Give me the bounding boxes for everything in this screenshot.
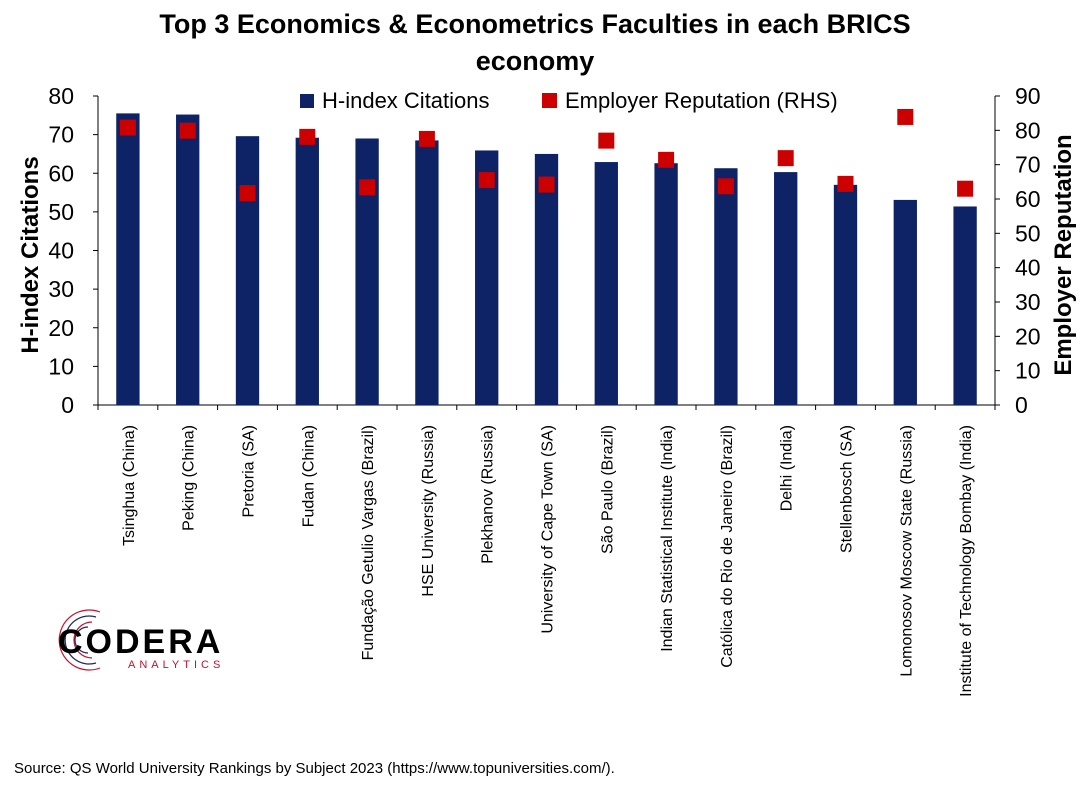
x-tick-label: Peking (China) (181, 425, 198, 531)
y-tick-label-left: 60 (48, 160, 74, 186)
marker (538, 176, 555, 193)
marker (418, 130, 435, 147)
y-tick-label-right: 40 (1015, 255, 1041, 281)
x-tick-label: HSE University (Russia) (420, 425, 437, 597)
y-tick-label-left: 70 (48, 122, 74, 148)
bar (893, 199, 917, 405)
y-tick-label-left: 80 (48, 83, 74, 109)
y-tick-label-right: 50 (1015, 220, 1041, 246)
y-tick-label-right: 0 (1015, 392, 1028, 418)
x-tick-label: Católica do Rio de Janeiro (Brazil) (719, 425, 736, 668)
bar (355, 138, 379, 406)
marker (957, 180, 974, 197)
x-tick-label: Lomonosov Moscow State (Russia) (898, 425, 915, 677)
bar (295, 137, 319, 405)
bar (116, 113, 140, 405)
marker (837, 175, 854, 192)
bar (833, 184, 858, 405)
y-axis-title-left: H-index Citations (17, 156, 44, 353)
marker (179, 122, 196, 139)
bar (176, 114, 200, 405)
source-note: Source: QS World University Rankings by … (14, 760, 615, 777)
marker (359, 179, 376, 196)
marker (777, 150, 794, 167)
y-tick-label-right: 70 (1015, 152, 1041, 178)
plot-area: 0 10 20 30 40 50 60 70 80 0 10 20 30 40 50 60 70 80 90 Tsin… (48, 83, 1040, 697)
marker (717, 178, 734, 195)
legend-label-bar: H-index Citations (322, 88, 490, 113)
y-tick-label-right: 20 (1015, 323, 1041, 349)
logo-mark-icon (58, 609, 101, 671)
y-tick-label-left: 20 (48, 315, 74, 341)
x-tick-label: Fundação Getulio Vargas (Brazil) (360, 425, 377, 660)
y-tick-label-right: 90 (1015, 83, 1041, 109)
chart-title-line1: Top 3 Economics & Econometrics Faculties… (159, 9, 910, 39)
x-tick-label: Plekhanov (Russia) (480, 425, 497, 564)
y-axis-title-right: Employer Reputation (1050, 134, 1077, 375)
y-tick-label-right: 60 (1015, 186, 1041, 212)
marker (478, 172, 495, 189)
bar (654, 163, 678, 405)
bar (415, 140, 439, 405)
bar (235, 136, 260, 406)
bar (953, 206, 977, 405)
logo-wordmark: CODERA (58, 623, 223, 661)
marker (119, 119, 136, 136)
bar (714, 168, 738, 405)
y-tick-label-left: 30 (48, 276, 74, 302)
bar (534, 153, 559, 405)
logo-subtitle: ANALYTICS (128, 659, 224, 671)
x-tick-label: University of Cape Town (SA) (540, 425, 557, 634)
bar (774, 172, 798, 405)
x-tick-label: Indian Statistical Institute (India) (659, 425, 676, 652)
marker (897, 108, 914, 125)
marker (658, 151, 675, 168)
legend-label-marker: Employer Reputation (RHS) (565, 88, 838, 113)
y-tick-label-left: 0 (61, 392, 74, 418)
marker (239, 185, 256, 202)
y-tick-label-left: 10 (48, 353, 74, 379)
bar (594, 162, 618, 405)
x-tick-label: Pretoria (SA) (241, 425, 258, 517)
y-tick-label-left: 50 (48, 199, 74, 225)
chart-title-line2: economy (476, 46, 595, 76)
x-tick-label: Stellenbosch (SA) (839, 425, 856, 553)
y-tick-label-left: 40 (48, 238, 74, 264)
bar (475, 150, 499, 405)
y-tick-label-right: 10 (1015, 358, 1041, 384)
marker (299, 128, 316, 145)
x-tick-label: Institute of Technology Bombay (India) (958, 425, 975, 697)
legend-swatch-marker (542, 93, 557, 108)
x-tick-label: Delhi (India) (779, 425, 796, 511)
y-tick-label-right: 30 (1015, 289, 1041, 315)
x-tick-label: Tsinghua (China) (121, 425, 138, 546)
codera-logo: CODERA ANALYTICS (58, 609, 224, 671)
x-tick-label: Fudan (China) (300, 425, 317, 527)
marker (598, 132, 615, 149)
y-tick-label-right: 80 (1015, 117, 1041, 143)
legend: H-index Citations Employer Reputation (R… (300, 88, 838, 113)
legend-swatch-bar (300, 94, 314, 108)
x-tick-label: São Paulo (Brazil) (599, 425, 616, 554)
